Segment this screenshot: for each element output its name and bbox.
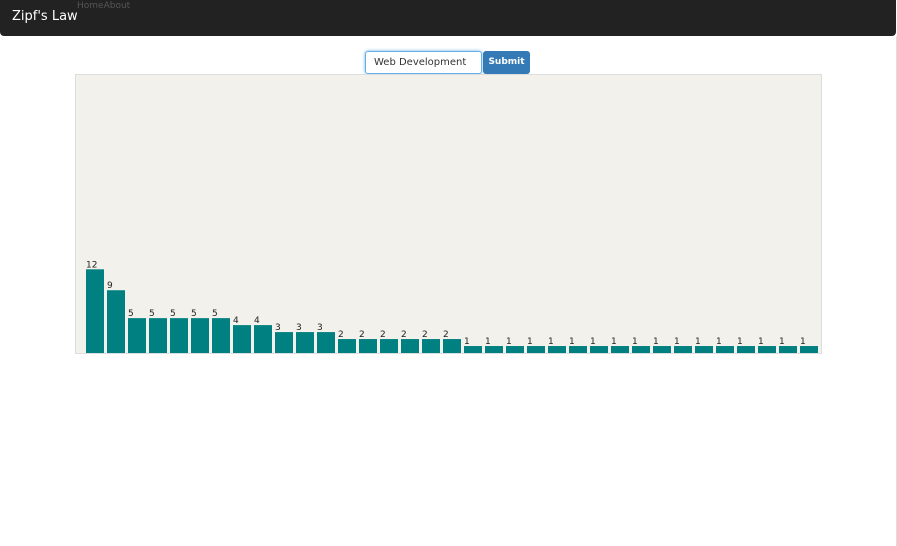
bar [632, 346, 650, 353]
chart: 12 9 5 5 5 5 5 4 4 3 3 3 2 2 2 2 2 2 1 1 1 1 1 1 1 1 1 1 1 1 1 1 1 1 1 [75, 74, 822, 354]
value-label: 2 [422, 330, 428, 340]
value-label: 1 [590, 337, 596, 347]
value-label: 2 [401, 330, 407, 340]
bar [737, 346, 755, 353]
value-label: 4 [254, 316, 260, 326]
value-label: 2 [380, 330, 386, 340]
bar [548, 346, 566, 353]
bar [149, 318, 167, 353]
value-label: 12 [86, 260, 97, 270]
value-label: 5 [170, 309, 176, 319]
bar [569, 346, 587, 353]
bar [464, 346, 482, 353]
bar [275, 332, 293, 353]
value-label: 2 [338, 330, 344, 340]
value-label: 3 [296, 323, 302, 333]
bar [800, 346, 818, 353]
bar [128, 318, 146, 353]
value-label: 2 [443, 330, 449, 340]
value-label: 5 [212, 309, 218, 319]
value-label: 1 [653, 337, 659, 347]
bar [191, 318, 209, 353]
value-label: 5 [128, 309, 134, 319]
bar [317, 332, 335, 353]
bar [527, 346, 545, 353]
value-label: 1 [569, 337, 575, 347]
bar [170, 318, 188, 353]
bar [716, 346, 734, 353]
brand[interactable]: Zipf's Law [12, 9, 78, 24]
nav-links: Home About [77, 1, 130, 11]
value-label: 5 [149, 309, 155, 319]
bar [779, 346, 797, 353]
value-label: 1 [779, 337, 785, 347]
bar [422, 339, 440, 353]
value-label: 1 [506, 337, 512, 347]
bar [107, 290, 125, 353]
value-label: 9 [107, 281, 113, 291]
bar [506, 346, 524, 353]
value-label: 1 [464, 337, 470, 347]
value-label: 1 [758, 337, 764, 347]
value-label: 1 [632, 337, 638, 347]
value-label: 1 [611, 337, 617, 347]
bar [758, 346, 776, 353]
bar [674, 346, 692, 353]
bar [338, 339, 356, 353]
bar [359, 339, 377, 353]
value-label: 1 [527, 337, 533, 347]
submit-button[interactable]: Submit [483, 51, 530, 74]
bar [590, 346, 608, 353]
nav-link[interactable]: About [103, 1, 131, 11]
value-label: 3 [317, 323, 323, 333]
value-label: 5 [191, 309, 197, 319]
value-label: 1 [674, 337, 680, 347]
value-label: 4 [233, 316, 239, 326]
bar [254, 325, 272, 353]
value-label: 1 [800, 337, 806, 347]
bar [611, 346, 629, 353]
search-input[interactable]: Web Development [365, 51, 482, 74]
value-label: 2 [359, 330, 365, 340]
navbar: Zipf's Law Home About [0, 0, 896, 36]
bar [233, 325, 251, 353]
value-label: 1 [737, 337, 743, 347]
bar [212, 318, 230, 353]
value-label: 3 [275, 323, 281, 333]
nav-link[interactable]: Home [77, 1, 104, 11]
bar [86, 269, 104, 353]
value-label: 1 [485, 337, 491, 347]
bar [401, 339, 419, 353]
bar [695, 346, 713, 353]
bar [443, 339, 461, 353]
bar [296, 332, 314, 353]
bar [485, 346, 503, 353]
value-label: 1 [695, 337, 701, 347]
value-label: 1 [548, 337, 554, 347]
bar [653, 346, 671, 353]
chart-background [75, 74, 822, 354]
bar [380, 339, 398, 353]
value-label: 1 [716, 337, 722, 347]
